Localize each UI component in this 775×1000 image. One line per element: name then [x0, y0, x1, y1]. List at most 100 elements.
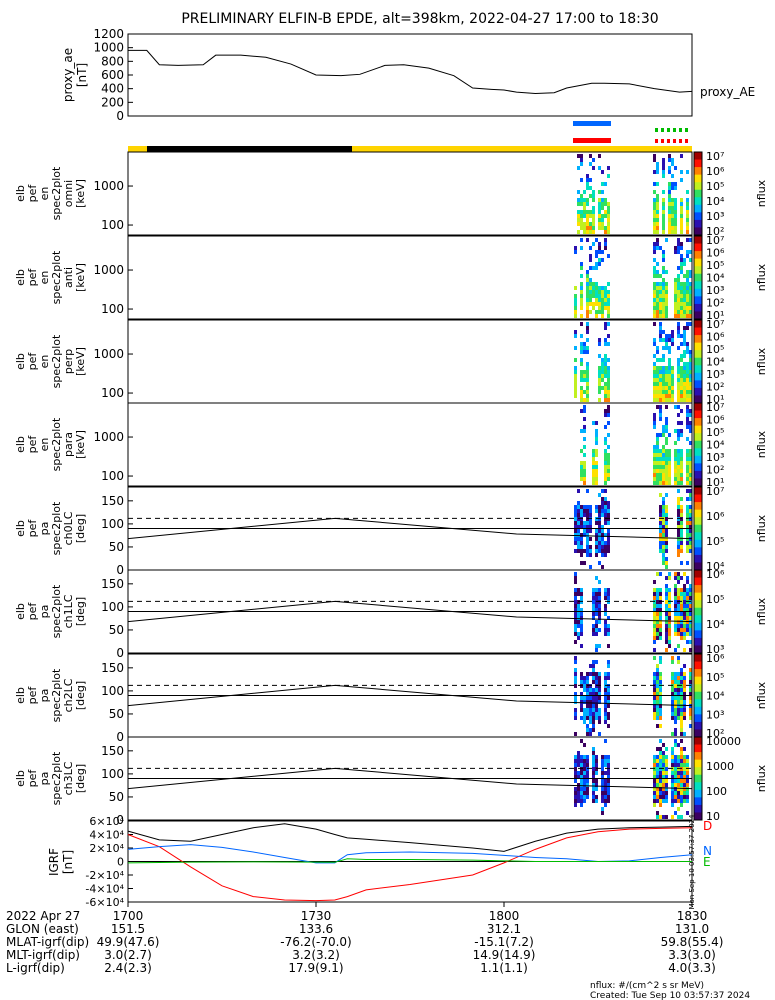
spectrogram-cell: [683, 755, 686, 759]
spectrogram-cell: [689, 489, 692, 493]
spectrogram-cell: [680, 477, 683, 481]
spectrogram-cell: [689, 306, 692, 310]
spectrogram-cell: [577, 604, 580, 608]
spectrogram-cell: [653, 672, 656, 676]
spectrogram-cell: [659, 549, 662, 553]
spectrogram-cell: [683, 334, 686, 338]
spectrogram-cell: [662, 509, 665, 513]
colorbar-segment: [694, 737, 702, 746]
spectrogram-cell: [653, 600, 656, 604]
ytick-label: 0: [116, 813, 124, 827]
spectrogram-cell: [662, 449, 665, 453]
spectrogram-cell: [607, 230, 610, 234]
spectrogram-cell: [668, 604, 671, 608]
spectrogram-cell: [668, 346, 671, 350]
spectrogram-cell: [607, 700, 610, 704]
panel-ylabel: pef: [26, 268, 39, 287]
spectrogram-cell: [677, 708, 680, 712]
spectrogram-cell: [604, 465, 607, 469]
spectrogram-cell: [577, 202, 580, 206]
spectrogram-cell: [580, 334, 583, 338]
time-axis-value: 1730: [301, 909, 332, 923]
spectrogram-cell: [680, 775, 683, 779]
spectrogram-cell: [653, 795, 656, 799]
spectrogram-cell: [659, 628, 662, 632]
spectrogram-cell: [577, 763, 580, 767]
spectrogram-cell: [574, 390, 577, 394]
spectrogram-cell: [668, 592, 671, 596]
panel-frame: [127, 402, 693, 487]
colorbar-segment: [694, 296, 702, 305]
spectrogram-cell: [583, 445, 586, 449]
spectrogram-cell: [586, 553, 589, 557]
spectrogram-cell: [683, 759, 686, 763]
spectrogram-cell: [583, 529, 586, 533]
ytick-label: 100: [101, 684, 124, 698]
spectrogram-cell: [598, 612, 601, 616]
ae-ytick-label: 1000: [93, 41, 124, 55]
colorbar-segment: [694, 585, 702, 594]
spectrogram-cell: [583, 226, 586, 230]
spectrogram-cell: [653, 246, 656, 250]
spectrogram-cell: [686, 282, 689, 286]
spectrogram-cell: [668, 636, 671, 640]
spectrogram-cell: [668, 226, 671, 230]
spectrogram-cell: [662, 457, 665, 461]
spectrogram-cell: [683, 386, 686, 390]
ae-ytick-label: 0: [116, 109, 124, 123]
spectrogram-cell: [668, 182, 671, 186]
spectrogram-cell: [656, 230, 659, 234]
colorbar-tick-label: 10⁷: [706, 150, 724, 163]
spectrogram-cell: [604, 398, 607, 402]
time-axis-value: 312.1: [487, 922, 521, 936]
spectrogram-cell: [653, 676, 656, 680]
spectrogram-cell: [662, 473, 665, 477]
spectrogram-cell: [604, 588, 607, 592]
spectrogram-cell: [659, 330, 662, 334]
panel-ylabel: pa: [38, 522, 51, 536]
spectrogram-cell: [583, 437, 586, 441]
colorbar-label: nflux: [755, 430, 768, 458]
spectrogram-cell: [589, 154, 592, 158]
spectrogram-cell: [686, 811, 689, 815]
spectrogram-cell: [595, 759, 598, 763]
panel-ylabel: elb: [14, 770, 27, 787]
spectrogram-cell: [665, 306, 668, 310]
spectrogram-cell: [677, 362, 680, 366]
spectrogram-cell: [586, 270, 589, 274]
spectrogram-cell: [592, 747, 595, 751]
spectrogram-cell: [686, 378, 689, 382]
spectrogram-cell: [653, 158, 656, 162]
spectrogram-cell: [656, 310, 659, 314]
spectrogram-cell: [662, 254, 665, 258]
spectrogram-cell: [689, 640, 692, 644]
spectrogram-cell: [604, 592, 607, 596]
spectrogram-cell: [689, 429, 692, 433]
spectrogram-cell: [586, 294, 589, 298]
spectrogram-cell: [656, 202, 659, 206]
spectrogram-cell: [659, 386, 662, 390]
spectrogram-cell: [680, 366, 683, 370]
spectrogram-cell: [659, 405, 662, 409]
spectrogram-cell: [604, 302, 607, 306]
spectrogram-cell: [680, 513, 683, 517]
spectrogram-cell: [662, 354, 665, 358]
spectrogram-cell: [668, 461, 671, 465]
spectrogram-cell: [668, 390, 671, 394]
colorbar-segment: [694, 554, 702, 563]
spectrogram-cell: [662, 469, 665, 473]
spectrogram-cell: [586, 290, 589, 294]
spectrogram-cell: [662, 755, 665, 759]
spectrogram-cell: [598, 190, 601, 194]
spectrogram-cell: [677, 620, 680, 624]
spectrogram-cell: [607, 775, 610, 779]
spectrogram-cell: [665, 417, 668, 421]
spectrogram-cell: [689, 441, 692, 445]
spectrogram-cell: [656, 398, 659, 402]
spectrogram-cell: [592, 210, 595, 214]
ae-ylabel: proxy_ae: [61, 48, 75, 102]
spectrogram-cell: [574, 386, 577, 390]
spectrogram-cell: [583, 198, 586, 202]
spectrogram-cell: [656, 616, 659, 620]
colorbar-segment: [694, 804, 702, 813]
